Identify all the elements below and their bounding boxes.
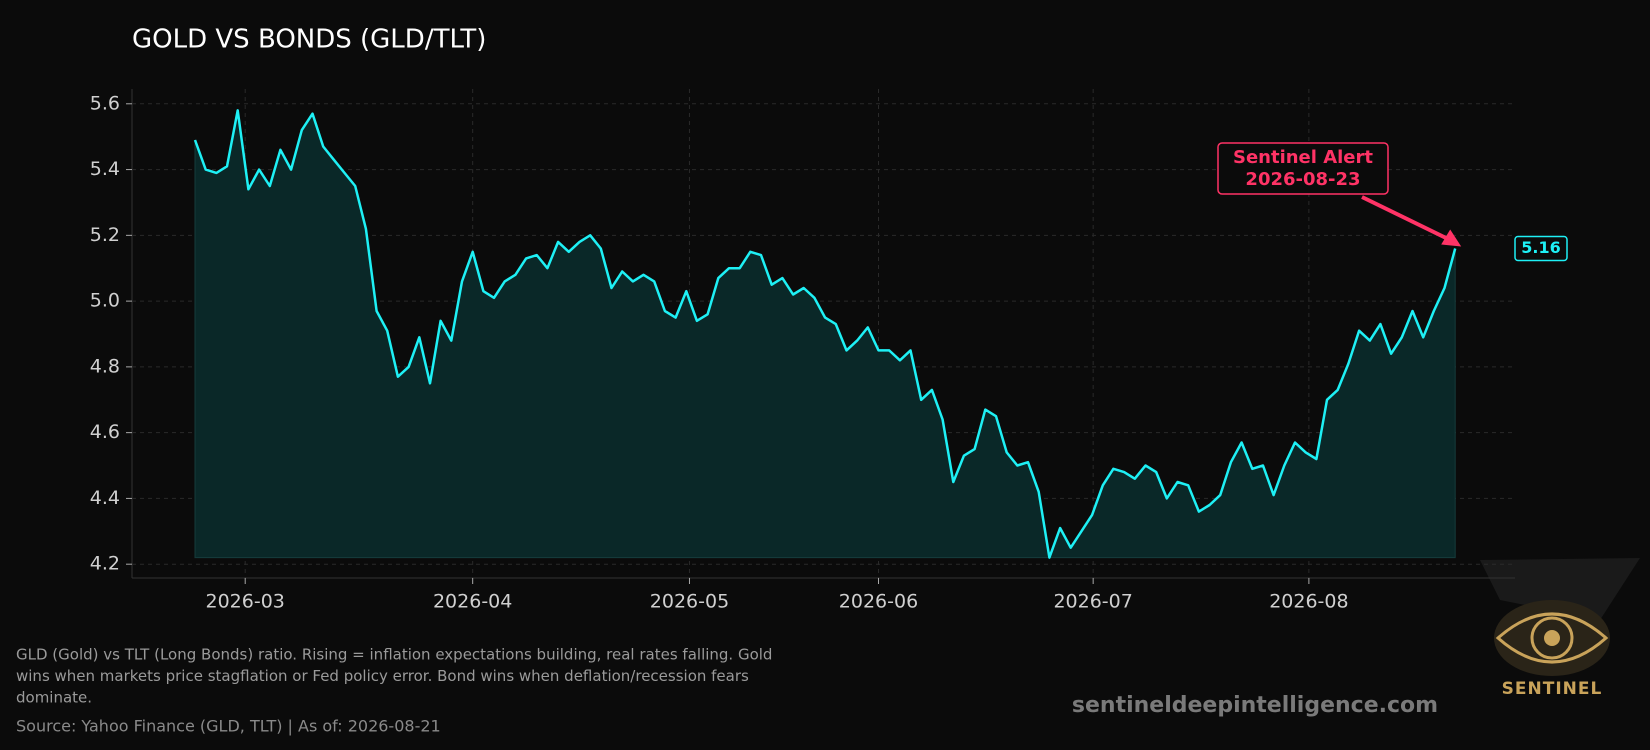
annotation-text: 2026-08-23 [1245,169,1360,190]
y-tick-label: 5.2 [90,224,120,246]
x-tick-label: 2026-05 [650,591,729,613]
y-tick-label: 4.2 [90,553,120,575]
y-tick-label: 4.6 [90,421,120,443]
y-tick-label: 4.8 [90,355,120,377]
logo-iris [1530,616,1574,660]
x-tick-label: 2026-08 [1269,591,1348,613]
y-tick-label: 4.4 [90,487,120,509]
watermark: sentineldeepintelligence.com [1072,693,1438,718]
footnote: GLD (Gold) vs TLT (Long Bonds) ratio. Ri… [16,646,772,664]
annotation-arrow [1361,195,1455,244]
last-value-label: 5.16 [1521,238,1560,257]
line [193,109,1457,559]
y-tick-label: 5.0 [90,290,120,312]
y-tick-label: 5.6 [90,92,120,114]
annotation-box [1217,142,1389,195]
logo-text: SENTINEL [1502,679,1603,699]
x-tick-label: 2026-03 [206,591,285,613]
x-tick-label: 2026-07 [1053,591,1132,613]
x-tick-label: 2026-06 [839,591,918,613]
logo-pupil [1544,630,1560,646]
footnote: dominate. [16,689,92,707]
footnote: wins when markets price stagflation or F… [16,667,749,685]
logo-shape [1480,558,1640,620]
chart-title: GOLD VS BONDS (GLD/TLT) [132,25,486,55]
logo: SENTINEL [1480,558,1640,699]
logo-eye [1495,612,1609,664]
annotation-arrowhead [1441,229,1462,247]
source: Source: Yahoo Finance (GLD, TLT) | As of… [16,717,441,736]
x-tick-label: 2026-04 [433,591,512,613]
y-tick-label: 5.4 [90,158,120,180]
last-value-box [1514,235,1568,262]
annotation-text: Sentinel Alert [1233,147,1373,168]
